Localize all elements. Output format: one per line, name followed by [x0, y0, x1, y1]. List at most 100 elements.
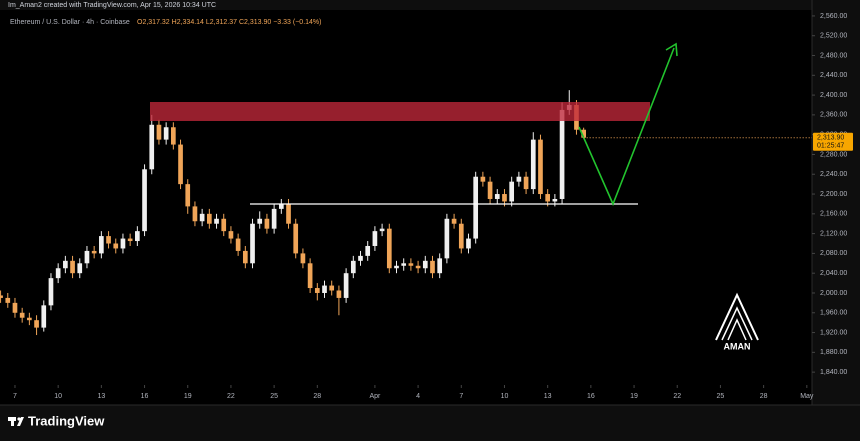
- y-tick-label: 2,120.00: [820, 230, 847, 237]
- candle-body: [149, 124, 155, 170]
- x-tick-label: 22: [227, 393, 235, 400]
- candle-body: [394, 265, 399, 269]
- watermark: AMAN: [724, 341, 751, 351]
- last-price-box: [813, 132, 853, 151]
- candle-body: [271, 208, 277, 229]
- candle-body: [437, 258, 443, 274]
- candle-body: [228, 231, 234, 239]
- candle-body: [106, 236, 111, 244]
- last-price-label: 2,313.90: [817, 135, 844, 142]
- candle-body: [142, 169, 147, 232]
- candle-body: [372, 231, 378, 246]
- candle-body: [350, 260, 356, 274]
- candle-body: [135, 231, 140, 242]
- candle-body: [120, 238, 126, 249]
- x-tick-label: 16: [141, 393, 149, 400]
- footer-brand: TradingView: [28, 413, 105, 428]
- candle-body: [156, 124, 162, 140]
- y-tick-label: 2,080.00: [820, 250, 847, 257]
- candle-body: [422, 260, 428, 269]
- candle-body: [242, 250, 248, 264]
- candle-body: [502, 194, 507, 202]
- y-tick-label: 2,160.00: [820, 211, 847, 218]
- candle-body: [278, 203, 284, 209]
- candle-body: [516, 176, 522, 182]
- candle-body: [127, 238, 133, 242]
- candle-body: [41, 305, 47, 328]
- candle-body: [451, 218, 457, 224]
- candle-body: [314, 288, 320, 293]
- x-tick-label: 19: [630, 393, 638, 400]
- candle-body: [379, 228, 385, 232]
- candle-body: [386, 228, 392, 269]
- aman-logo: AMAN: [715, 292, 759, 351]
- y-tick-label: 2,480.00: [820, 52, 847, 59]
- candle-body: [430, 260, 435, 274]
- y-tick-label: 2,200.00: [820, 191, 847, 198]
- projection-arrow: [578, 47, 675, 207]
- candle-body: [55, 268, 61, 279]
- candle-body: [480, 176, 486, 182]
- y-tick-label: 2,520.00: [820, 33, 847, 40]
- candle-body: [235, 238, 241, 251]
- candle-body: [581, 129, 587, 138]
- candle-body: [221, 218, 227, 232]
- y-tick-label: 1,960.00: [820, 310, 847, 317]
- countdown: 01:25:47: [817, 143, 844, 150]
- candle-body: [458, 223, 464, 249]
- x-tick-label: 28: [760, 393, 768, 400]
- y-tick-label: 2,560.00: [820, 13, 847, 20]
- arrow-head: [665, 42, 678, 57]
- candle-body: [12, 302, 18, 313]
- candle-body: [415, 265, 421, 269]
- y-tick-label: 1,880.00: [820, 349, 847, 356]
- x-tick-label: 19: [184, 393, 192, 400]
- candle-body: [545, 194, 551, 202]
- x-tick-label: 22: [673, 393, 681, 400]
- plot-area: [0, 10, 812, 405]
- tv-logo: [8, 417, 24, 426]
- candle-body: [99, 236, 104, 254]
- candle-body: [206, 213, 212, 224]
- x-tick-label: 16: [587, 393, 595, 400]
- candle-body: [336, 290, 342, 298]
- candle-body: [494, 194, 500, 199]
- candle-body: [530, 139, 536, 190]
- candle-body: [257, 218, 263, 224]
- candle-body: [264, 218, 270, 229]
- y-tick-label: 1,920.00: [820, 329, 847, 336]
- x-tick-label: 28: [313, 393, 321, 400]
- candle-body: [34, 320, 39, 328]
- x-tick-label: May: [800, 393, 814, 400]
- x-tick-label: 7: [13, 393, 17, 400]
- x-tick-label: 25: [270, 393, 278, 400]
- candle-body: [163, 127, 169, 140]
- candle-body: [27, 317, 32, 321]
- candle-body: [113, 243, 119, 249]
- header: Im_Aman2 created with TradingView.com, A…: [8, 2, 216, 9]
- x-tick-label: 10: [54, 393, 62, 400]
- y-tick-label: 2,280.00: [820, 151, 847, 158]
- symbol: Ethereum / U.S. Dollar · 4h · Coinbase: [10, 19, 130, 26]
- candle-body: [19, 312, 25, 318]
- candle-body: [214, 218, 219, 224]
- candle-body: [63, 260, 68, 269]
- x-tick-label: 10: [501, 393, 509, 400]
- candle-body: [199, 213, 205, 222]
- candle-body: [538, 139, 543, 195]
- ohlc-legend: O2,317.32 H2,334.14 L2,312.37 C2,313.90 …: [137, 19, 321, 26]
- candle-body: [401, 263, 407, 266]
- candle-body: [192, 206, 198, 222]
- candle-body: [171, 127, 176, 145]
- candle-body: [365, 245, 371, 256]
- candle-body: [307, 263, 313, 289]
- x-tick-label: 4: [416, 393, 420, 400]
- x-tick-label: Apr: [369, 393, 381, 400]
- y-tick-label: 2,000.00: [820, 290, 847, 297]
- candle-body: [185, 184, 191, 207]
- candle-body: [5, 297, 11, 303]
- candle-body: [473, 176, 479, 239]
- y-tick-label: 2,040.00: [820, 270, 847, 277]
